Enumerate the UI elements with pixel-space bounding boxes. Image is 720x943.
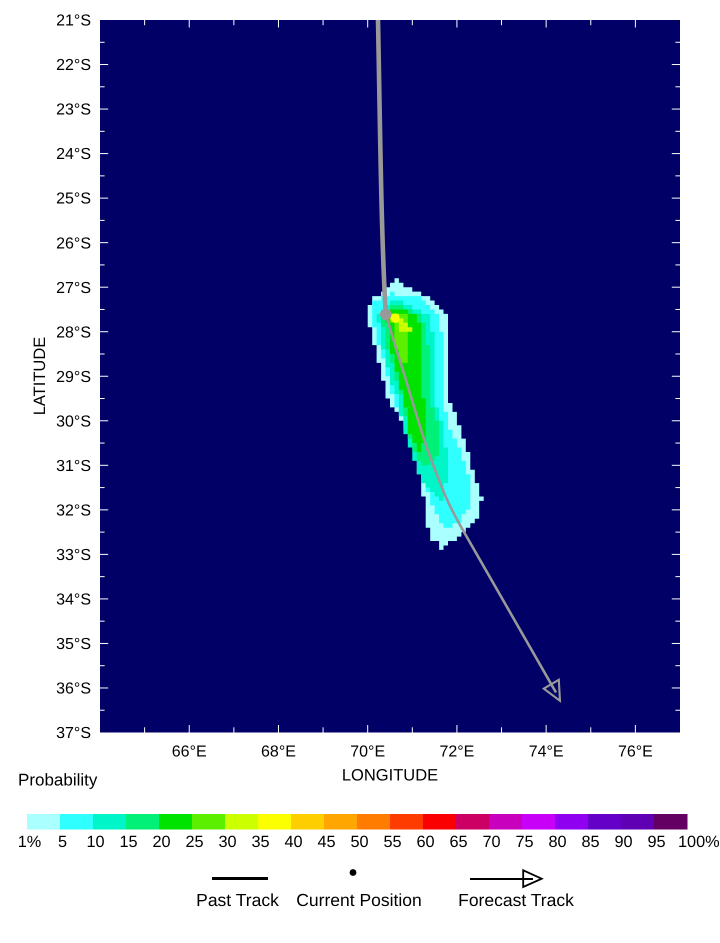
svg-text:70: 70	[482, 833, 500, 851]
svg-text:15: 15	[119, 833, 137, 851]
svg-text:Current Position: Current Position	[296, 890, 421, 910]
svg-text:45: 45	[317, 833, 335, 851]
svg-text:72°E: 72°E	[439, 744, 474, 761]
svg-text:28°S: 28°S	[56, 324, 91, 341]
svg-text:27°S: 27°S	[56, 280, 91, 297]
svg-text:68°E: 68°E	[261, 744, 296, 761]
svg-text:34°S: 34°S	[56, 592, 91, 609]
svg-text:Past Track: Past Track	[196, 890, 279, 910]
svg-text:26°S: 26°S	[56, 235, 91, 252]
svg-text:5: 5	[58, 833, 67, 851]
svg-text:95: 95	[647, 833, 665, 851]
svg-text:35°S: 35°S	[56, 636, 91, 653]
svg-text:55: 55	[383, 833, 401, 851]
svg-text:50: 50	[350, 833, 368, 851]
svg-text:80: 80	[548, 833, 566, 851]
svg-text:31°S: 31°S	[56, 458, 91, 475]
svg-text:24°S: 24°S	[56, 146, 91, 163]
svg-text:66°E: 66°E	[172, 744, 207, 761]
svg-text:30: 30	[218, 833, 236, 851]
svg-text:36°S: 36°S	[56, 681, 91, 698]
svg-text:25°S: 25°S	[56, 191, 91, 208]
svg-text:75: 75	[515, 833, 533, 851]
svg-text:LATITUDE: LATITUDE	[31, 337, 49, 416]
svg-text:85: 85	[581, 833, 599, 851]
svg-text:21°S: 21°S	[56, 13, 91, 30]
svg-text:30°S: 30°S	[56, 413, 91, 430]
svg-text:22°S: 22°S	[56, 57, 91, 74]
svg-text:32°S: 32°S	[56, 502, 91, 519]
svg-text:100%: 100%	[678, 833, 720, 851]
svg-text:70°E: 70°E	[350, 744, 385, 761]
svg-text:74°E: 74°E	[529, 744, 564, 761]
svg-text:Forecast Track: Forecast Track	[458, 890, 574, 910]
svg-text:90: 90	[614, 833, 632, 851]
svg-text:76°E: 76°E	[618, 744, 653, 761]
svg-text:37°S: 37°S	[56, 725, 91, 742]
svg-text:33°S: 33°S	[56, 547, 91, 564]
svg-text:60: 60	[416, 833, 434, 851]
svg-text:65: 65	[449, 833, 467, 851]
svg-text:40: 40	[284, 833, 302, 851]
svg-text:20: 20	[152, 833, 170, 851]
svg-text:1%: 1%	[18, 833, 42, 851]
svg-text:35: 35	[251, 833, 269, 851]
svg-text:25: 25	[185, 833, 203, 851]
svg-text:29°S: 29°S	[56, 369, 91, 386]
svg-text:10: 10	[86, 833, 104, 851]
svg-text:LONGITUDE: LONGITUDE	[342, 767, 438, 785]
svg-text:Probability: Probability	[18, 771, 98, 790]
svg-text:23°S: 23°S	[56, 102, 91, 119]
